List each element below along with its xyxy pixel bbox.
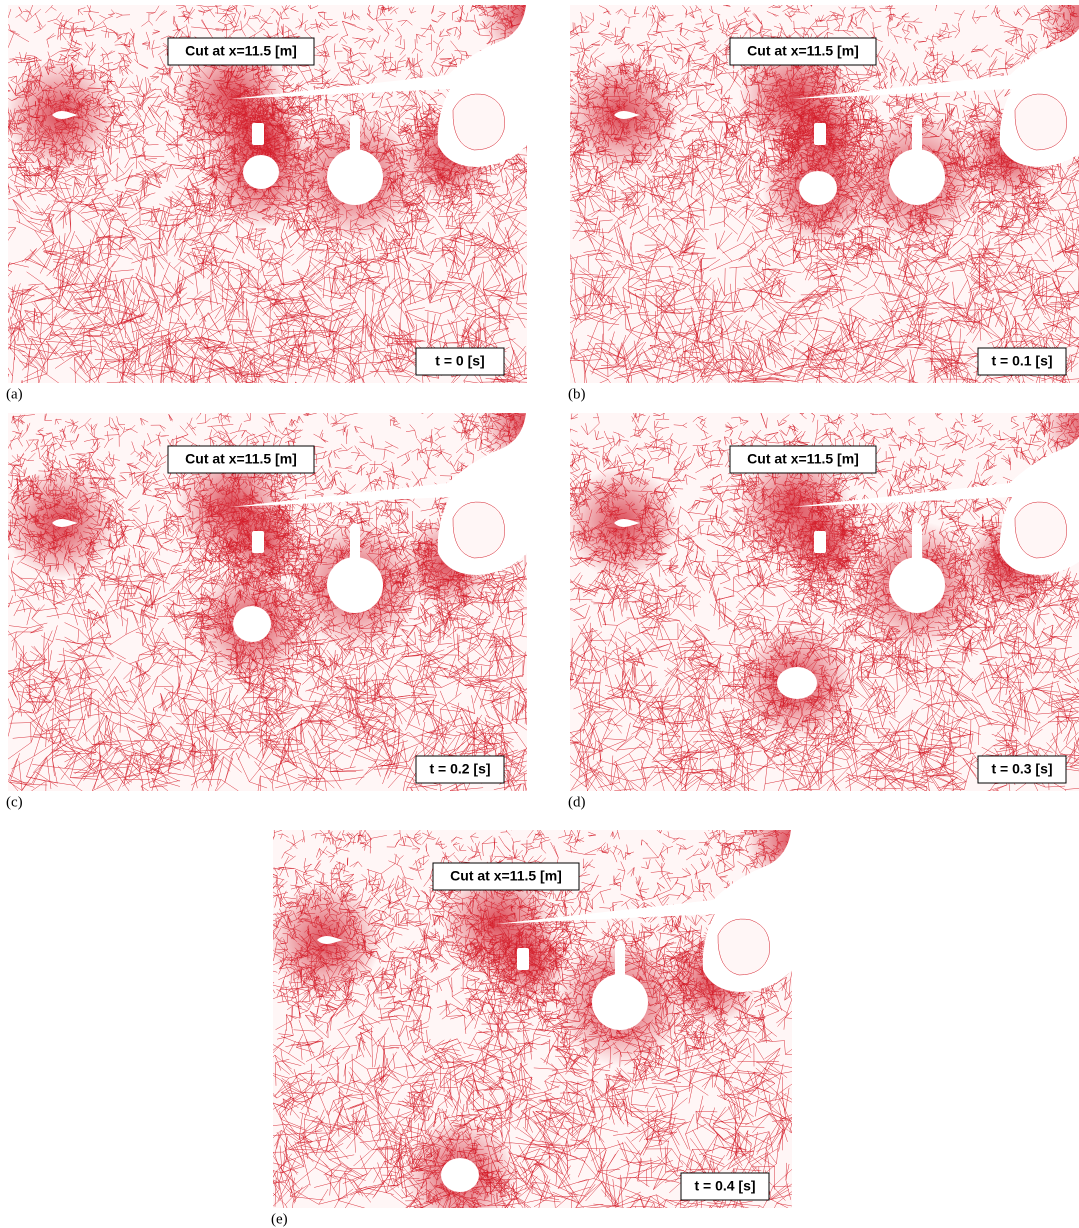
fuel-tank bbox=[889, 149, 945, 205]
panel: Cut at x=11.5 [m] t = 0.4 [s] (e) bbox=[215, 718, 890, 1228]
mesh-view: Cut at x=11.5 [m] t = 0 [s] bbox=[0, 0, 627, 414]
fuel-tank bbox=[889, 557, 945, 613]
panel-label: (e) bbox=[271, 1211, 288, 1227]
panel: Cut at x=11.5 [m] t = 0.3 [s] (d) bbox=[464, 327, 1079, 822]
fuselage-ring bbox=[1015, 94, 1067, 150]
cut-label: Cut at x=11.5 [m] bbox=[747, 43, 859, 59]
panel-label: (c) bbox=[6, 794, 23, 810]
pylon-rect bbox=[814, 531, 826, 553]
panel: Cut at x=11.5 [m] t = 0 [s] (a) bbox=[0, 0, 627, 414]
mesh-view: Cut at x=11.5 [m] t = 0.2 [s] bbox=[0, 328, 632, 825]
panel-label: (b) bbox=[568, 386, 586, 402]
panel-label: (a) bbox=[6, 386, 23, 402]
fuselage-ring bbox=[1015, 502, 1067, 558]
store bbox=[441, 1158, 479, 1192]
panel: Cut at x=11.5 [m] t = 0.2 [s] (c) bbox=[0, 328, 632, 825]
pylon-rect bbox=[252, 531, 264, 553]
time-label: t = 0.3 [s] bbox=[991, 761, 1052, 777]
store bbox=[233, 606, 271, 642]
fuel-tank bbox=[327, 557, 383, 613]
time-label: t = 0.2 [s] bbox=[429, 761, 490, 777]
cut-label: Cut at x=11.5 [m] bbox=[185, 451, 297, 467]
mesh-view: Cut at x=11.5 [m] t = 0.4 [s] bbox=[215, 718, 890, 1228]
mesh-view: Cut at x=11.5 [m] t = 0.3 [s] bbox=[464, 327, 1079, 822]
time-label: t = 0.1 [s] bbox=[991, 353, 1052, 369]
cut-label: Cut at x=11.5 [m] bbox=[185, 43, 297, 59]
pylon-rect bbox=[252, 123, 264, 145]
pylon-rect bbox=[814, 123, 826, 145]
time-label: t = 0.4 [s] bbox=[694, 1178, 755, 1194]
time-label: t = 0 [s] bbox=[435, 353, 484, 369]
fuel-tank bbox=[592, 974, 648, 1030]
cut-label: Cut at x=11.5 [m] bbox=[450, 868, 562, 884]
fuel-tank bbox=[327, 149, 383, 205]
store bbox=[777, 667, 817, 699]
store bbox=[243, 155, 279, 189]
fuselage-ring bbox=[453, 94, 505, 150]
panel: Cut at x=11.5 [m] t = 0.1 [s] (b) bbox=[508, 0, 1079, 412]
figure: Cut at x=11.5 [m]t = 0 [s](a)Cut at x=11… bbox=[0, 0, 1079, 1228]
mesh-view: Cut at x=11.5 [m] t = 0.1 [s] bbox=[508, 0, 1079, 412]
panel-label: (d) bbox=[568, 794, 586, 810]
cut-label: Cut at x=11.5 [m] bbox=[747, 451, 859, 467]
pylon-rect bbox=[517, 948, 529, 970]
fuselage-ring bbox=[453, 502, 505, 558]
store bbox=[799, 171, 837, 205]
fuselage-ring bbox=[718, 919, 770, 975]
